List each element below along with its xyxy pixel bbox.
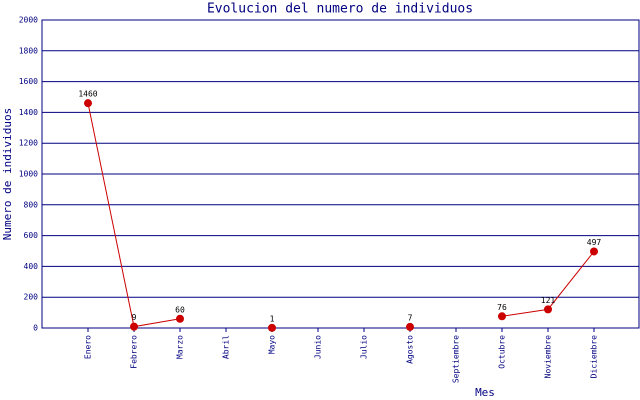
x-axis-label: Mes [475, 386, 495, 399]
x-tick-label: Mayo [268, 335, 277, 354]
y-tick-label: 1600 [19, 77, 38, 86]
data-point [268, 323, 276, 332]
data-label: 1460 [78, 90, 97, 99]
data-point [544, 305, 552, 314]
y-tick-label: 1400 [19, 108, 38, 117]
data-label: 60 [175, 305, 185, 314]
y-axis-label: Numero de individuos [1, 108, 14, 240]
x-tick-label: Noviembre [544, 335, 553, 379]
y-tick-label: 1800 [19, 46, 38, 55]
data-label: 76 [497, 303, 507, 312]
data-point [84, 99, 92, 108]
y-tick-label: 800 [24, 200, 39, 209]
y-tick-label: 1000 [19, 170, 38, 179]
chart-title: Evolucion del numero de individuos [207, 2, 473, 17]
y-tick-label: 200 [24, 293, 39, 302]
x-tick-label: Febrero [130, 335, 139, 369]
data-point [498, 312, 506, 321]
y-tick-label: 2000 [19, 16, 38, 25]
x-tick-label: Junio [314, 335, 323, 359]
y-tick-label: 1200 [19, 139, 38, 148]
x-tick-label: Agosto [406, 335, 415, 364]
x-tick-label: Diciembre [590, 335, 599, 379]
data-label: 9 [132, 313, 137, 322]
x-tick-label: Enero [84, 335, 93, 359]
data-point [130, 322, 138, 331]
data-label: 7 [408, 313, 413, 322]
data-point [176, 314, 184, 323]
y-tick-label: 600 [24, 231, 39, 240]
series-line [87, 103, 181, 328]
data-label: 1 [270, 314, 275, 323]
x-tick-label: Octubre [498, 335, 507, 369]
data-label: 497 [587, 238, 602, 247]
y-tick-label: 400 [24, 262, 39, 271]
x-tick-label: Abril [222, 335, 231, 359]
y-tick-label: 0 [33, 324, 38, 333]
data-point [406, 322, 414, 331]
data-label: 121 [541, 296, 556, 305]
x-tick-label: Julio [360, 335, 369, 359]
x-tick-label: Septiembre [452, 335, 461, 383]
x-tick-label: Marzo [176, 335, 185, 359]
data-point [590, 247, 598, 256]
